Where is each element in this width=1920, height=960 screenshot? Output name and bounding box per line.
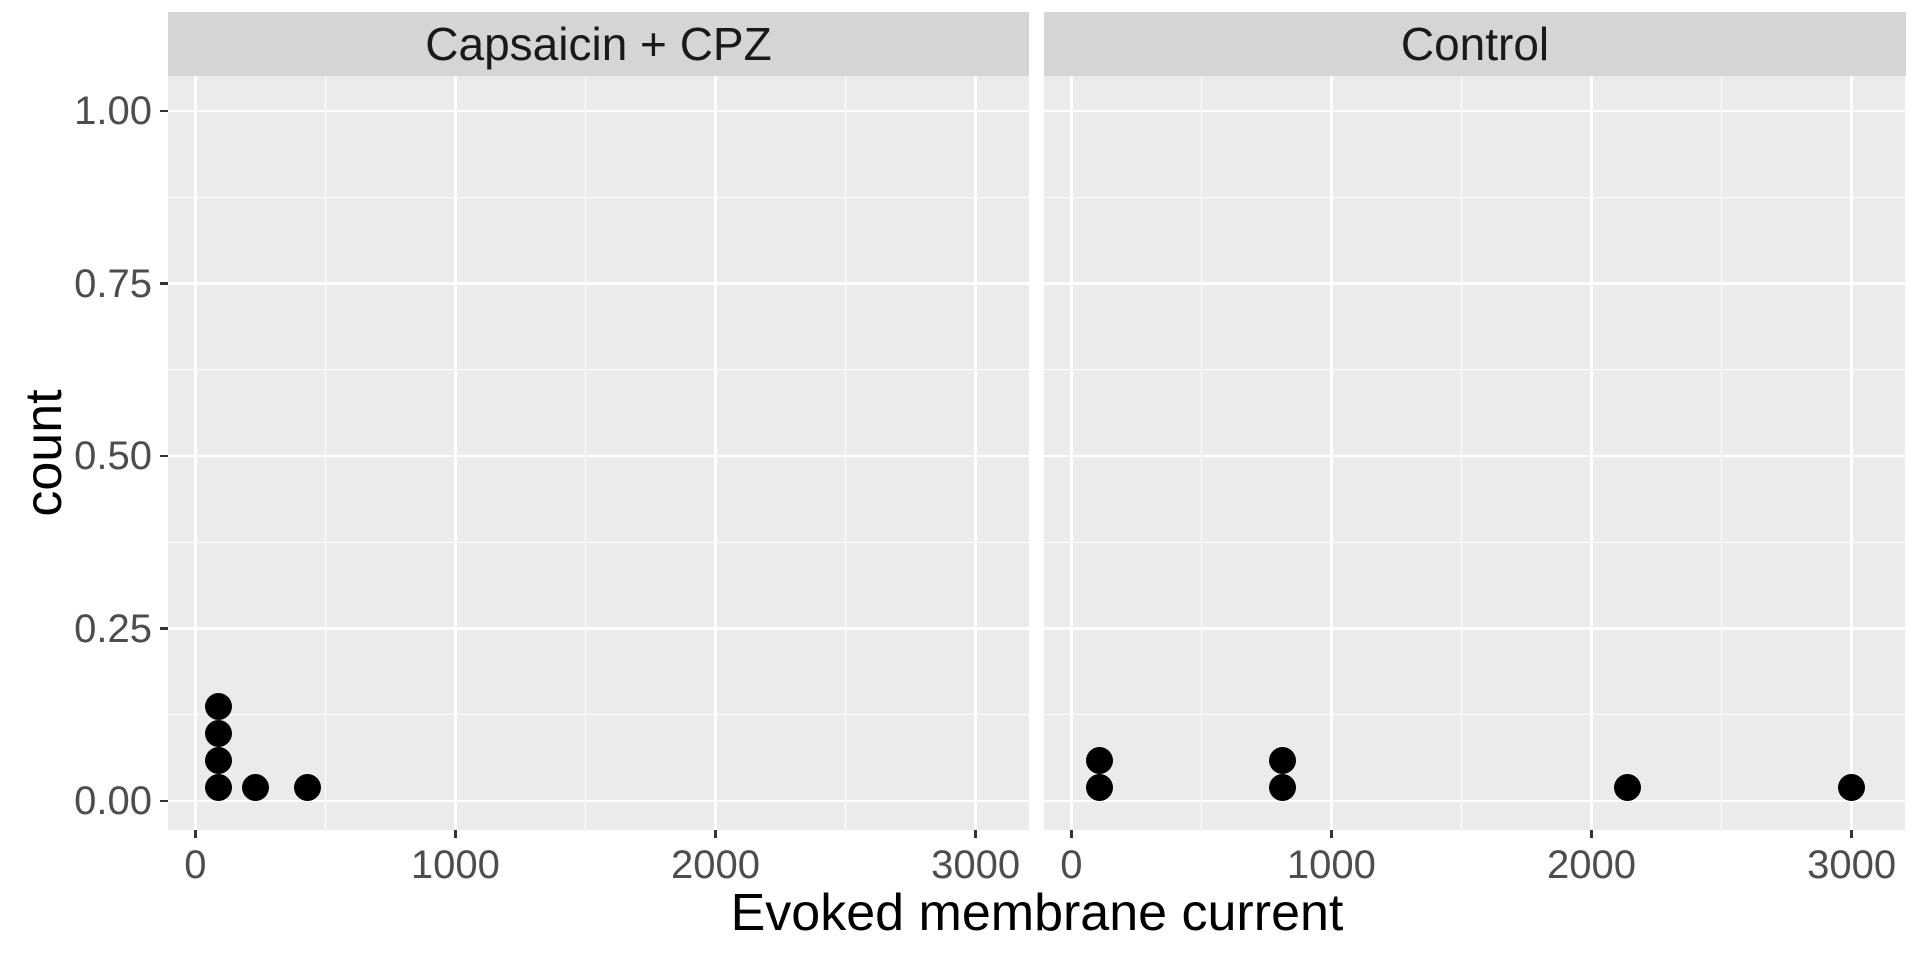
x-tick-label: 1000 [1286,843,1376,887]
x-tick-mark [1070,830,1073,838]
facet-strip-capsaicin-cpz: Capsaicin + CPZ [168,12,1029,76]
y-tick-label: 0.25 [74,606,152,651]
y-tick-label: 0.50 [74,434,152,479]
facet-strip-label: Capsaicin + CPZ [425,18,772,70]
facet-strip-control: Control [1044,12,1906,76]
gridline-major-y [168,627,1029,630]
gridline-major-y [168,799,1029,803]
gridline-major-y [1044,109,1905,113]
gridline-major-y [1044,282,1905,285]
gridline-major-y [1044,627,1905,630]
gridline-minor-x [845,76,847,830]
y-tick-mark [160,627,168,630]
gridline-minor-x [324,76,326,830]
y-tick-label: 0.75 [74,261,152,306]
gridline-minor-x [1460,76,1463,830]
x-tick-label: 0 [1060,843,1083,887]
x-tick-label: 3000 [1807,843,1897,887]
gridline-minor-y [168,369,1029,371]
data-point [1614,773,1642,801]
data-point [205,773,233,801]
x-tick-label: 2000 [1547,843,1637,887]
gridline-minor-y [1044,369,1905,371]
y-tick-mark [160,109,168,113]
gridline-major-x [454,76,457,830]
x-tick-label: 2000 [671,843,761,887]
gridline-major-y [168,282,1029,285]
data-point [1268,773,1296,801]
x-tick-mark [1330,830,1333,838]
panel-control [1044,76,1905,830]
gridline-major-x [974,76,977,830]
data-point [241,773,269,801]
data-point [293,773,321,801]
data-point [205,746,233,774]
panel-capsaicin-cpz [168,76,1029,830]
gridline-major-y [1044,799,1905,803]
y-tick-label: 0.00 [74,779,152,824]
gridline-major-x [1330,76,1333,830]
x-axis-title: Evoked membrane current [730,884,1344,942]
gridline-major-x [1070,76,1073,830]
gridline-minor-x [1721,76,1723,830]
y-tick-mark [160,282,168,285]
data-point [1086,746,1114,774]
data-point [1838,773,1866,801]
gridline-minor-x [584,76,587,830]
gridline-major-x [1850,76,1853,830]
data-point [1268,746,1296,774]
x-tick-mark [454,830,457,838]
gridline-major-x [1590,76,1593,830]
gridline-major-y [168,454,1029,458]
x-tick-label: 0 [184,843,207,887]
gridline-minor-y [168,714,1029,716]
gridline-minor-y [1044,714,1905,716]
gridline-minor-y [168,541,1029,543]
y-tick-mark [160,799,168,803]
x-tick-mark [1850,830,1853,838]
x-tick-mark [714,830,717,838]
x-tick-mark [974,830,977,838]
gridline-major-y [1044,454,1905,458]
x-tick-label: 1000 [410,843,500,887]
gridline-major-x [714,76,717,830]
data-point [205,719,233,747]
x-tick-label: 3000 [931,843,1021,887]
gridline-minor-x [1200,76,1202,830]
gridline-minor-y [1044,196,1905,198]
data-point [1086,773,1114,801]
y-tick-mark [160,454,168,458]
x-tick-mark [194,830,197,838]
data-point [205,693,233,721]
y-tick-label: 1.00 [74,89,152,134]
gridline-minor-y [1044,541,1905,543]
gridline-major-y [168,109,1029,113]
gridline-minor-y [168,196,1029,198]
x-tick-mark [1590,830,1593,838]
facet-strip-label: Control [1400,18,1550,70]
gridline-major-x [194,76,197,830]
